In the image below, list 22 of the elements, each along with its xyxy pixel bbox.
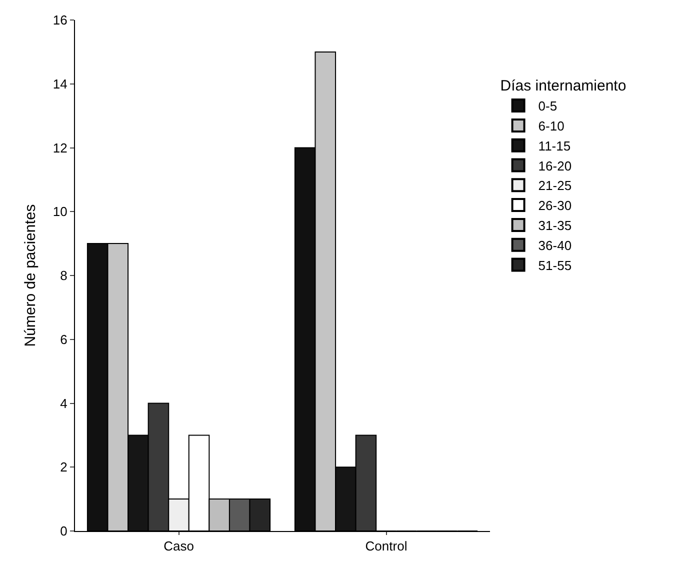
y-tick-label: 14 [52,76,68,92]
legend-label: 26-30 [538,198,572,214]
legend-label: 21-25 [538,178,572,194]
legend-label: 51-55 [538,258,572,273]
y-tick-label: 4 [60,396,68,411]
y-tick-label: 0 [60,524,68,539]
legend-label: 11-15 [538,138,571,154]
legend-label: 16-20 [538,158,572,174]
x-tick-label: Caso [164,538,194,554]
legend-label: 0-5 [538,98,558,114]
y-tick-label: 12 [52,140,68,156]
x-tick-label: Control [365,538,408,554]
y-tick-label: 2 [60,460,68,475]
y-tick-label: 6 [60,332,68,347]
y-tick-label: 8 [60,268,68,284]
y-axis-title: Número de pacientes [22,204,39,347]
legend-title: Días internamiento [500,78,626,95]
legend-label: 31-35 [538,218,572,234]
legend-label: 36-40 [538,238,572,253]
y-tick-label: 16 [52,12,68,28]
legend-label: 6-10 [538,118,564,134]
y-tick-label: 10 [52,204,68,220]
